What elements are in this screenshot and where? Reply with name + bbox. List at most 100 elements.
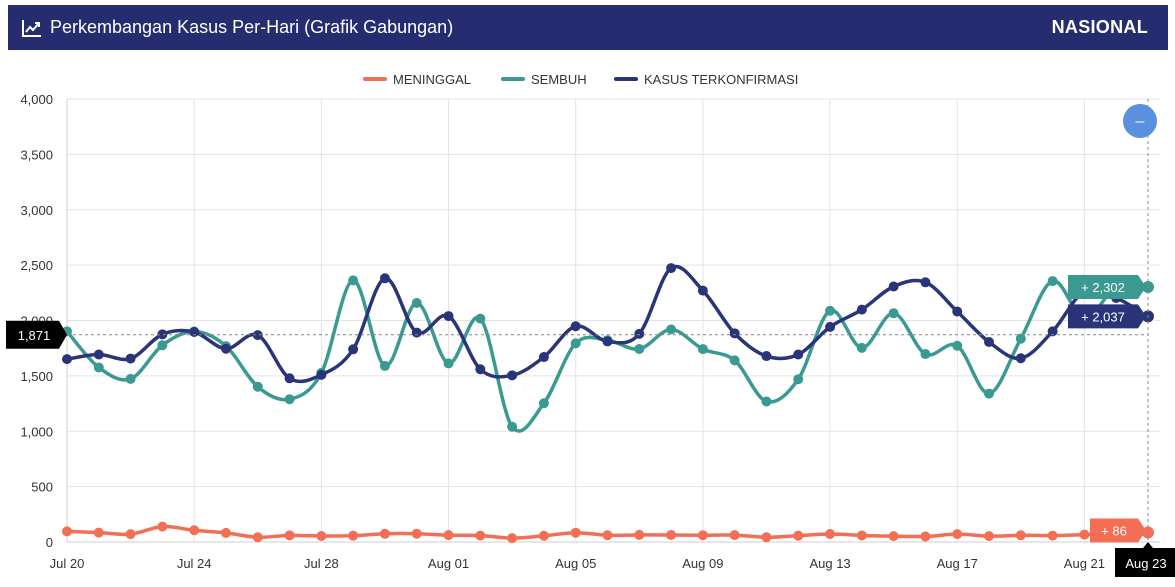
data-point bbox=[411, 298, 422, 309]
x-tick-label: Aug 13 bbox=[809, 556, 850, 571]
data-point bbox=[920, 531, 931, 542]
data-point bbox=[952, 340, 963, 351]
data-point bbox=[475, 530, 486, 541]
data-point bbox=[284, 373, 295, 384]
data-point bbox=[125, 353, 136, 364]
crosshair: 1,871 Aug 23 bbox=[6, 99, 1175, 577]
data-point bbox=[984, 531, 995, 542]
data-point bbox=[379, 273, 390, 284]
page-title: Perkembangan Kasus Per-Hari (Grafik Gabu… bbox=[50, 17, 454, 37]
legend-label: KASUS TERKONFIRMASI bbox=[644, 72, 798, 87]
data-point bbox=[62, 526, 72, 537]
data-point bbox=[379, 360, 390, 371]
data-point bbox=[125, 373, 136, 384]
data-point bbox=[825, 305, 836, 316]
data-point bbox=[252, 532, 263, 543]
data-point bbox=[793, 349, 804, 360]
line-chart-icon bbox=[22, 19, 41, 37]
zoom-button-circle[interactable] bbox=[1123, 104, 1157, 138]
data-point bbox=[761, 396, 772, 407]
data-point bbox=[93, 527, 104, 538]
chart-legend: MENINGGAL SEMBUH KASUS TERKONFIRMASI bbox=[363, 72, 798, 87]
data-point bbox=[93, 349, 104, 360]
x-tick-label: Jul 28 bbox=[304, 556, 339, 571]
y-tick-label: 3,000 bbox=[20, 203, 53, 218]
x-tick-label: Aug 01 bbox=[428, 556, 469, 571]
data-point bbox=[379, 528, 390, 539]
data-point bbox=[157, 329, 168, 340]
legend-label: MENINGGAL bbox=[393, 72, 471, 87]
y-tick-label: 500 bbox=[31, 480, 53, 495]
combined-daily-cases-chart: 05001,0001,5002,0002,5003,0003,5004,000 … bbox=[6, 72, 1175, 577]
data-point bbox=[316, 369, 327, 380]
legend-label: SEMBUH bbox=[531, 72, 587, 87]
data-point bbox=[507, 533, 518, 544]
y-tick-label: 2,500 bbox=[20, 258, 53, 273]
zoom-out-button[interactable]: – bbox=[1123, 104, 1157, 138]
x-tick-label: Jul 20 bbox=[50, 556, 85, 571]
data-point bbox=[825, 529, 836, 540]
data-point bbox=[411, 327, 422, 338]
x-axis: Jul 20 Jul 24 Jul 28 Aug 01 Aug 05 Aug 09 Aug … bbox=[50, 556, 1105, 571]
data-point bbox=[634, 328, 645, 339]
data-point bbox=[316, 531, 327, 542]
data-point bbox=[761, 532, 772, 543]
data-point bbox=[538, 530, 549, 541]
data-point bbox=[697, 285, 708, 296]
tooltip-sembuh: + 2,302 bbox=[1068, 275, 1146, 300]
data-point bbox=[825, 321, 836, 332]
data-point bbox=[93, 362, 104, 373]
data-point bbox=[761, 351, 772, 362]
crosshair-value-label: 1,871 bbox=[18, 328, 51, 343]
tooltip-meninggal: + 86 bbox=[1090, 518, 1146, 543]
x-tick-label: Jul 24 bbox=[177, 556, 212, 571]
data-point bbox=[570, 527, 581, 538]
data-point bbox=[1079, 529, 1090, 540]
tooltip-box bbox=[1068, 275, 1146, 300]
zoom-button-label[interactable]: – bbox=[1136, 113, 1145, 130]
data-point bbox=[602, 530, 613, 541]
data-point bbox=[538, 352, 549, 363]
data-point bbox=[348, 530, 359, 541]
data-point bbox=[697, 344, 708, 355]
data-point bbox=[856, 304, 867, 315]
series-kasus-terkonfirmasi bbox=[62, 263, 1156, 384]
data-point bbox=[729, 355, 740, 366]
data-point bbox=[443, 311, 454, 322]
data-point bbox=[1015, 530, 1026, 541]
data-point bbox=[125, 529, 136, 540]
data-point bbox=[697, 530, 708, 541]
data-point bbox=[1047, 326, 1058, 337]
data-point bbox=[602, 336, 613, 347]
data-point bbox=[952, 529, 963, 540]
data-point bbox=[1015, 353, 1026, 364]
data-point bbox=[507, 421, 518, 432]
data-point bbox=[729, 530, 740, 541]
data-point bbox=[348, 275, 359, 286]
data-point bbox=[252, 330, 263, 341]
data-point bbox=[666, 530, 677, 541]
data-point bbox=[729, 328, 740, 339]
crosshair-date-label: Aug 23 bbox=[1125, 556, 1166, 571]
series-line bbox=[66, 264, 1149, 384]
y-tick-label: 1,500 bbox=[20, 369, 53, 384]
y-tick-label: 4,000 bbox=[20, 92, 53, 107]
data-point bbox=[411, 528, 422, 539]
data-point bbox=[793, 530, 804, 541]
chart-area: 05001,0001,5002,0002,5003,0003,5004,000 … bbox=[0, 55, 1175, 582]
data-point bbox=[157, 340, 168, 351]
data-point bbox=[634, 529, 645, 540]
data-point bbox=[252, 381, 263, 392]
data-point bbox=[920, 349, 931, 360]
tooltips: + 2,302 + 2,037 + 86 bbox=[1068, 275, 1146, 543]
data-point bbox=[984, 336, 995, 347]
data-point bbox=[157, 521, 168, 532]
x-tick-label: Aug 05 bbox=[555, 556, 596, 571]
series-layer bbox=[62, 263, 1156, 544]
data-point bbox=[220, 343, 231, 354]
data-point bbox=[666, 324, 677, 335]
crosshair-value-box bbox=[6, 320, 67, 349]
data-point bbox=[888, 531, 899, 542]
data-point bbox=[475, 364, 486, 375]
